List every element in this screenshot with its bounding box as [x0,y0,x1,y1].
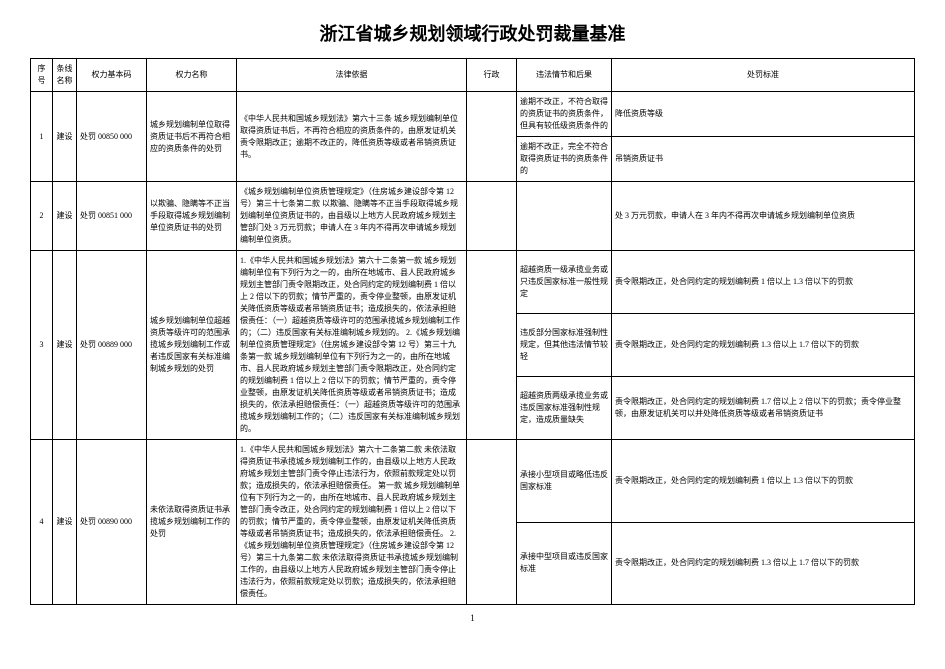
table-row: 4 建设 处罚 00890 000 未依法取得资质证书承揽城乡规划编制工作的处罚… [31,440,915,523]
cell-std: 处 3 万元罚款，申请人在 3 年内不得再次申请城乡规划编制单位资质 [612,182,915,251]
cell-circ: 承接中型项目或违反国家标准 [517,522,612,605]
col-code: 权力基本码 [77,59,147,92]
cell-scope [467,440,517,605]
cell-legal: 《中华人民共和国城乡规划法》第六十三条 城乡规划编制单位取得资质证书后，不再符合… [237,92,467,182]
cell-std: 责令限期改正，处合同约定的规划编制费 1 倍以上 1.3 倍以下的罚款 [612,251,915,314]
cell-name: 未依法取得资质证书承揽城乡规划编制工作的处罚 [147,440,237,605]
cell-legal: 1.《中华人民共和国城乡规划法》第六十二条第一款 城乡规划编制单位有下列行为之一… [237,251,467,440]
page-number: 1 [30,613,915,623]
table-row: 2 建设 处罚 00851 000 以欺骗、隐瞒等不正当手段取得城乡规划编制单位… [31,182,915,251]
cell-circ: 逾期不改正，完全不符合取得资质证书的资质条件的 [517,137,612,182]
cell-code: 处罚 00851 000 [77,182,147,251]
cell-name: 城乡规划编制单位超越资质等级许可的范围承揽城乡规划编制工作或者违反国家有关标准编… [147,251,237,440]
cell-scope [467,92,517,182]
cell-code: 处罚 00850 000 [77,92,147,182]
table-row: 3 建设 处罚 00889 000 城乡规划编制单位超越资质等级许可的范围承揽城… [31,251,915,314]
cell-legal: 1.《中华人民共和国城乡规划法》第六十二条第二款 未依法取得资质证书承揽城乡规划… [237,440,467,605]
cell-circ [517,182,612,251]
col-sys: 条线名称 [53,59,77,92]
col-std: 处罚标准 [612,59,915,92]
header-row: 序号 条线名称 权力基本码 权力名称 法律依据 行政 违法情节和后果 处罚标准 [31,59,915,92]
col-seq: 序号 [31,59,53,92]
cell-circ: 违反部分国家标准强制性规定，但其他违法情节较轻 [517,314,612,377]
cell-std: 责令限期改正，处合同约定的规划编制费 1.7 倍以上 2 倍以下的罚款；责令停业… [612,377,915,440]
cell-legal: 《城乡规划编制单位资质管理规定》（住房城乡建设部令第 12 号）第三十七条第二款… [237,182,467,251]
cell-sys: 建设 [53,92,77,182]
cell-circ: 超越资质两级承揽业务或违反国家标准强制性规定，造成质量缺失 [517,377,612,440]
cell-sys: 建设 [53,182,77,251]
cell-circ: 承接小型项目或略低违反国家标准 [517,440,612,523]
col-circ: 违法情节和后果 [517,59,612,92]
cell-seq: 3 [31,251,53,440]
cell-std: 吊销资质证书 [612,137,915,182]
cell-name: 以欺骗、隐瞒等不正当手段取得城乡规划编制单位资质证书的处罚 [147,182,237,251]
cell-sys: 建设 [53,440,77,605]
cell-std: 责令限期改正，处合同约定的规划编制费 1.3 倍以上 1.7 倍以下的罚款 [612,522,915,605]
penalty-table: 序号 条线名称 权力基本码 权力名称 法律依据 行政 违法情节和后果 处罚标准 … [30,58,915,605]
cell-std: 责令限期改正，处合同约定的规划编制费 1.3 倍以上 1.7 倍以下的罚款 [612,314,915,377]
cell-std: 降低资质等级 [612,92,915,137]
cell-seq: 2 [31,182,53,251]
cell-sys: 建设 [53,251,77,440]
cell-code: 处罚 00889 000 [77,251,147,440]
cell-scope [467,182,517,251]
cell-name: 城乡规划编制单位取得资质证书后不再符合相应的资质条件的处罚 [147,92,237,182]
col-name: 权力名称 [147,59,237,92]
cell-circ: 超越资质一级承揽业务或只违反国家标准一般性规定 [517,251,612,314]
cell-std: 责令限期改正，处合同约定的规划编制费 1 倍以上 1.3 倍以下的罚款 [612,440,915,523]
col-legal: 法律依据 [237,59,467,92]
cell-code: 处罚 00890 000 [77,440,147,605]
cell-seq: 1 [31,92,53,182]
col-scope: 行政 [467,59,517,92]
cell-scope [467,251,517,440]
table-row: 1 建设 处罚 00850 000 城乡规划编制单位取得资质证书后不再符合相应的… [31,92,915,137]
cell-seq: 4 [31,440,53,605]
doc-title: 浙江省城乡规划领域行政处罚裁量基准 [30,20,915,46]
cell-circ: 逾期不改正，不符合取得的资质证书的资质条件，但具有较低级资质条件的 [517,92,612,137]
